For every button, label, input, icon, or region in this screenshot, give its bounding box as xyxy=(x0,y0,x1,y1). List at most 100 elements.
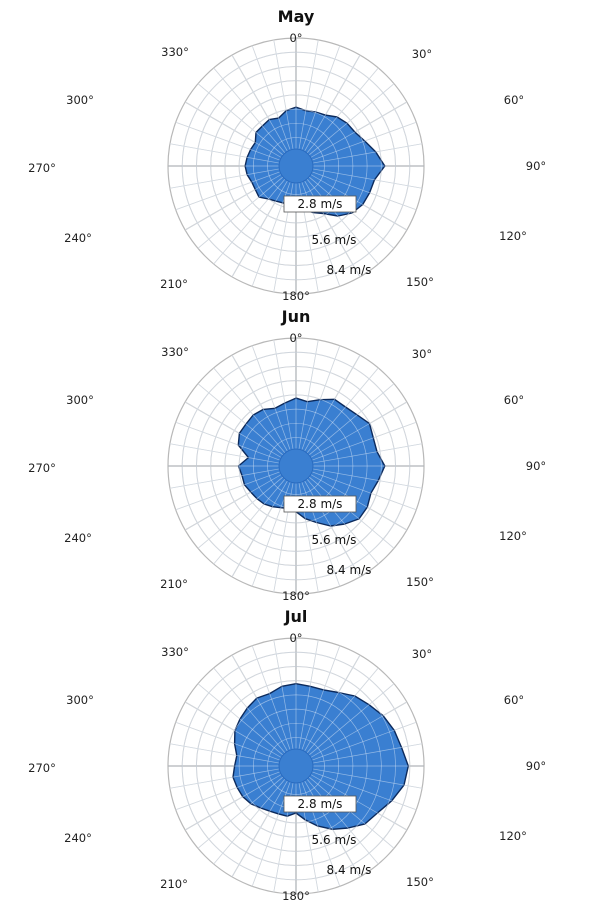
angle-tick-label: 180° xyxy=(282,889,310,900)
angle-tick-label: 150° xyxy=(406,875,434,889)
grid-spoke-overlay xyxy=(213,667,286,754)
grid-spoke-overlay xyxy=(312,443,423,464)
grid-spoke-overlay xyxy=(184,701,282,758)
grid-spoke-overlay xyxy=(197,683,284,756)
angle-tick-label: 60° xyxy=(504,693,524,707)
grid-spoke-overlay xyxy=(301,45,341,151)
grid-spoke-overlay xyxy=(312,743,423,764)
radial-tick-label: 5.6 m/s xyxy=(312,233,357,247)
grid-spoke-overlay xyxy=(231,480,288,578)
grid-spoke-overlay xyxy=(310,474,408,531)
grid-spoke-overlay xyxy=(308,383,395,456)
angle-tick-label: 120° xyxy=(499,829,527,843)
wind-rose-jun-svg: Jun 0° 30° 60° 90° 120° 150° 180° 210° 240° 270° 30… xyxy=(28,307,546,600)
grid-spoke-overlay xyxy=(169,168,280,189)
grid-spoke-overlay xyxy=(311,421,417,461)
radial-tick-label: 2.8 m/s xyxy=(298,197,343,211)
radial-tick-label: 2.8 m/s xyxy=(298,797,343,811)
grid-spoke-overlay xyxy=(306,667,379,754)
angle-tick-label: 30° xyxy=(412,347,432,361)
grid-spoke-overlay xyxy=(197,476,284,549)
angle-tick-label: 30° xyxy=(412,647,432,661)
grid-spoke-overlay xyxy=(213,178,286,265)
radial-tick-label: 2.8 m/s xyxy=(298,497,343,511)
angle-tick-label: 330° xyxy=(161,645,189,659)
radial-label-box xyxy=(283,195,357,213)
grid-spoke-overlay xyxy=(308,776,395,849)
angle-tick-label: 210° xyxy=(160,277,188,291)
angle-tick-label: 90° xyxy=(526,759,546,773)
grid-spoke-overlay xyxy=(310,774,408,831)
grid-spoke-overlay xyxy=(273,339,294,450)
angle-tick-label: 0° xyxy=(289,331,302,345)
grid-spoke-overlay xyxy=(213,478,286,565)
grid-spoke-overlay xyxy=(308,83,395,156)
grid-overlay xyxy=(168,38,424,294)
grid-spoke-overlay xyxy=(175,421,281,461)
chart-title: Jul xyxy=(284,607,308,626)
radial-label-box xyxy=(283,795,357,813)
angle-tick-label: 300° xyxy=(66,93,94,107)
grid-spoke-overlay xyxy=(306,778,379,865)
grid-spoke-overlay xyxy=(251,345,291,451)
chart-title: May xyxy=(278,7,315,26)
wind-rose-jun: Jun 0° 30° 60° 90° 120° 150° 180° 210° 240° 270° 30… xyxy=(0,300,589,600)
grid-spoke-overlay xyxy=(213,367,286,454)
grid-spoke-overlay xyxy=(184,101,282,158)
grid-spoke-overlay xyxy=(251,45,291,151)
grid-spoke-overlay xyxy=(301,645,341,751)
grid-spoke-overlay xyxy=(312,143,423,164)
grid-spoke-overlay xyxy=(231,54,288,152)
grid-spoke-overlay xyxy=(213,67,286,154)
grid-spoke-overlay xyxy=(312,768,423,789)
angle-tick-label: 330° xyxy=(161,45,189,59)
grid-spoke-overlay xyxy=(310,401,408,458)
grid-spoke-overlay xyxy=(169,768,280,789)
grid-spoke-overlay xyxy=(175,171,281,211)
angle-tick-label: 60° xyxy=(504,393,524,407)
grid-spoke-overlay xyxy=(197,176,284,249)
grid-spoke-overlay xyxy=(169,743,280,764)
grid-spoke-overlay xyxy=(308,176,395,249)
angle-tick-label: 210° xyxy=(160,877,188,891)
grid-spoke-overlay xyxy=(298,39,319,150)
grid-spoke-overlay xyxy=(312,468,423,489)
grid-spoke-overlay xyxy=(197,383,284,456)
angle-tick-label: 240° xyxy=(64,231,92,245)
radial-tick-label: 8.4 m/s xyxy=(327,563,372,577)
grid-spoke-overlay xyxy=(301,345,341,451)
grid-spoke-overlay xyxy=(231,654,288,752)
grid-spoke-overlay xyxy=(298,339,319,450)
grid-spoke-overlay xyxy=(169,468,280,489)
center-hub xyxy=(278,148,314,184)
angle-tick-label: 330° xyxy=(161,345,189,359)
grid-spoke-overlay xyxy=(175,471,281,511)
angle-tick-label: 240° xyxy=(64,831,92,845)
angle-tick-label: 180° xyxy=(282,589,310,600)
angle-tick-label: 120° xyxy=(499,229,527,243)
angle-tick-label: 270° xyxy=(28,161,56,175)
grid-spoke-overlay xyxy=(184,401,282,458)
grid-spoke-overlay xyxy=(304,354,361,452)
grid-spoke-overlay xyxy=(306,178,379,265)
grid-overlay xyxy=(168,638,424,894)
grid-spoke-overlay xyxy=(312,168,423,189)
grid-spoke-overlay xyxy=(311,121,417,161)
grid-spoke-overlay xyxy=(273,39,294,150)
grid-spoke-overlay xyxy=(304,654,361,752)
radial-tick-label: 5.6 m/s xyxy=(312,533,357,547)
grid-spoke-overlay xyxy=(231,780,288,878)
grid-spoke-overlay xyxy=(213,778,286,865)
grid-overlay xyxy=(168,338,424,594)
grid-spoke-overlay xyxy=(310,701,408,758)
angle-tick-label: 60° xyxy=(504,93,524,107)
angle-tick-label: 300° xyxy=(66,393,94,407)
grid-spoke-overlay xyxy=(306,478,379,565)
grid-spoke-overlay xyxy=(231,180,288,278)
grid-spoke-overlay xyxy=(311,721,417,761)
angle-tick-label: 240° xyxy=(64,531,92,545)
wind-rose-may-svg: May 0° 30° 60° 90° 120° 150° 180° 210° 240° 270° 30… xyxy=(28,7,546,300)
angle-tick-label: 120° xyxy=(499,529,527,543)
angle-tick-label: 30° xyxy=(412,47,432,61)
grid-spoke-overlay xyxy=(197,83,284,156)
